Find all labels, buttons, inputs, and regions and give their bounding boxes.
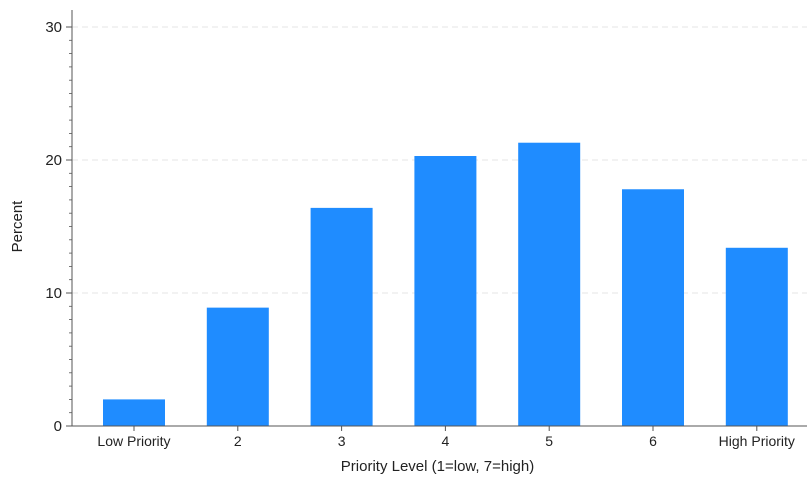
x-tick-label-5: 5	[545, 433, 553, 449]
x-tick-label-4: 4	[442, 433, 450, 449]
y-axis-label: Percent	[9, 200, 26, 253]
x-tick-label-1: Low Priority	[97, 433, 170, 449]
x-tick-label-6: 6	[649, 433, 657, 449]
bar-5	[518, 142, 581, 426]
y-tick-label-20: 20	[45, 152, 62, 169]
y-tick-labels: 0 10 20 30	[45, 19, 72, 435]
x-tick-label-3: 3	[338, 433, 346, 449]
axes	[71, 10, 807, 427]
bar-6	[622, 189, 684, 426]
bar-7	[725, 247, 788, 426]
y-tick-label-0: 0	[54, 418, 62, 435]
y-tick-label-30: 30	[45, 19, 62, 36]
bar-3	[310, 207, 373, 426]
bar-2	[206, 307, 269, 426]
bar-4	[414, 156, 477, 426]
x-tick-labels: Low Priority 2 3 4 5 6 High Priority	[97, 426, 795, 449]
x-axis-label: Priority Level (1=low, 7=high)	[341, 458, 534, 475]
x-tick-label-7: High Priority	[719, 433, 795, 449]
y-tick-label-10: 10	[45, 285, 62, 302]
bar-1	[103, 399, 165, 426]
x-tick-label-2: 2	[234, 433, 242, 449]
gridlines	[72, 26, 807, 294]
bars	[103, 142, 788, 426]
